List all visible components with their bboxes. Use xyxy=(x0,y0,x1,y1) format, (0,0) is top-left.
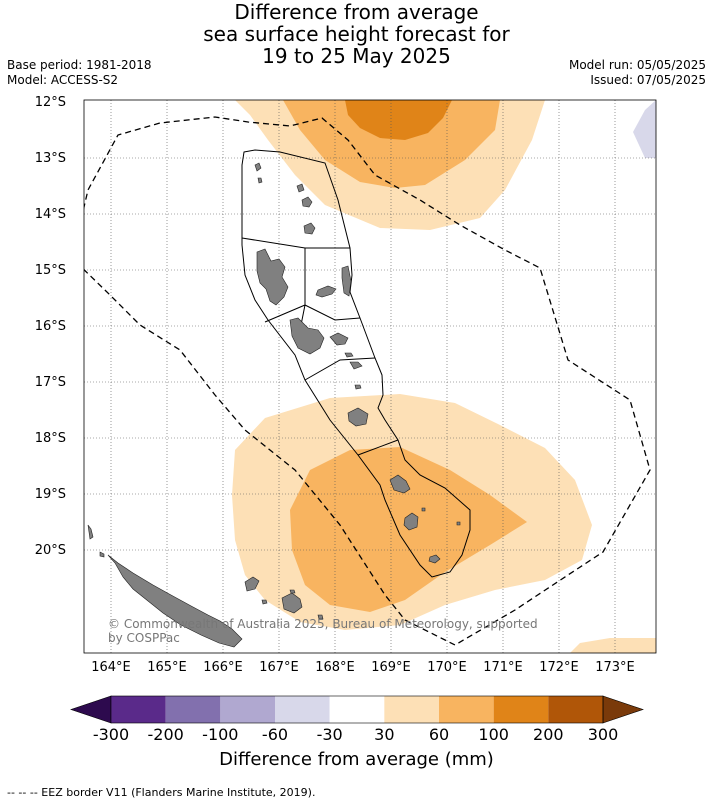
title-line-2: sea surface height forecast for xyxy=(203,22,510,46)
lon-label: 170°E xyxy=(427,660,467,675)
colorbar-swatch xyxy=(439,696,494,723)
lon-label: 173°E xyxy=(595,660,635,675)
lon-label: 171°E xyxy=(483,660,523,675)
eez-legend-note: -- -- -- EEZ border V11 (Flanders Marine… xyxy=(7,786,316,799)
colorbar-swatch xyxy=(220,696,275,723)
plot-frame xyxy=(83,99,657,654)
province-inner-lines xyxy=(241,237,399,456)
lat-label: 18°S xyxy=(35,431,66,446)
colorbar-tick-label: -300 xyxy=(93,725,129,744)
lon-label: 166°E xyxy=(203,660,243,675)
title-line-3: 19 to 25 May 2025 xyxy=(262,44,451,68)
lon-label: 165°E xyxy=(147,660,187,675)
colorbar-tick-label: 30 xyxy=(374,725,394,744)
colorbar-tick-label: -200 xyxy=(148,725,184,744)
colorbar-swatch xyxy=(493,696,549,723)
issued-date: Issued: 07/05/2025 xyxy=(590,73,706,87)
lon-label: 172°E xyxy=(539,660,579,675)
tanna xyxy=(403,512,419,531)
colorbar-tick-label: 200 xyxy=(533,725,564,744)
model-run: Model run: 05/05/2025 xyxy=(568,58,706,72)
map-title: Difference from average sea surface heig… xyxy=(0,1,713,67)
lon-labels: 164°E 165°E 166°E 167°E 168°E 169°E 170°… xyxy=(91,660,635,675)
lat-label: 17°S xyxy=(35,375,66,390)
anomaly-30-60-southeast xyxy=(570,638,656,653)
meta-left: Base period: 1981-2018 Model: ACCESS-S2 xyxy=(7,58,152,88)
colorbar-swatch xyxy=(111,696,166,723)
map-plot-area xyxy=(84,100,656,653)
colorbar-title: Difference from average (mm) xyxy=(219,749,494,770)
lat-label: 13°S xyxy=(35,151,66,166)
lat-labels: 12°S 13°S 14°S 15°S 16°S 17°S 18°S 19°S … xyxy=(35,95,66,558)
colorbar-frame xyxy=(110,695,604,724)
lat-label: 14°S xyxy=(35,207,66,222)
title-line-1: Difference from average xyxy=(234,0,479,24)
copyright-notice: © Commonwealth of Australia 2025, Bureau… xyxy=(108,617,538,645)
lon-label: 169°E xyxy=(371,660,411,675)
lon-label: 164°E xyxy=(91,660,131,675)
lat-label: 19°S xyxy=(35,487,66,502)
colorbar-tick-label: 300 xyxy=(588,725,619,744)
base-period: Base period: 1981-2018 xyxy=(7,58,152,72)
land xyxy=(87,162,461,648)
colorbar-swatch xyxy=(275,696,330,723)
colorbar: -300 -200 -100 -60 -30 30 60 100 200 300 xyxy=(70,695,644,744)
province-boundaries xyxy=(241,149,471,578)
anomaly-negative-northeast xyxy=(633,100,656,158)
malakula xyxy=(289,317,325,355)
copyright-line-1: © Commonwealth of Australia 2025, Bureau… xyxy=(108,617,538,631)
colorbar-extend-low xyxy=(70,695,112,724)
new-caledonia xyxy=(107,554,243,648)
lat-label: 20°S xyxy=(35,543,66,558)
lat-label: 15°S xyxy=(35,263,66,278)
lon-label: 168°E xyxy=(315,660,355,675)
colorbar-swatch xyxy=(329,696,385,723)
colorbar-tick-label: 60 xyxy=(429,725,449,744)
colorbar-swatch xyxy=(384,696,439,723)
colorbar-tick-label: -100 xyxy=(202,725,238,744)
anomaly-100-200-north xyxy=(345,100,452,140)
colorbar-tick-label: -30 xyxy=(317,725,343,744)
lat-label: 12°S xyxy=(35,95,66,110)
colorbar-swatch xyxy=(548,696,603,723)
colorbar-tick-label: -60 xyxy=(262,725,288,744)
colorbar-tick-label: 100 xyxy=(478,725,509,744)
espiritu-santo xyxy=(256,248,289,306)
lat-label: 16°S xyxy=(35,319,66,334)
anomaly-60-100-north xyxy=(283,100,500,188)
grid xyxy=(84,100,656,653)
efate xyxy=(347,407,369,427)
model-name: Model: ACCESS-S2 xyxy=(7,73,119,87)
lon-label: 167°E xyxy=(259,660,299,675)
erromango xyxy=(389,474,411,494)
colorbar-extend-high xyxy=(602,695,644,724)
eez-border xyxy=(84,116,651,646)
meta-right: Model run: 05/05/2025 Issued: 07/05/2025 xyxy=(569,58,706,88)
copyright-line-2: by COSPPac xyxy=(108,631,180,645)
colorbar-swatch xyxy=(165,696,221,723)
